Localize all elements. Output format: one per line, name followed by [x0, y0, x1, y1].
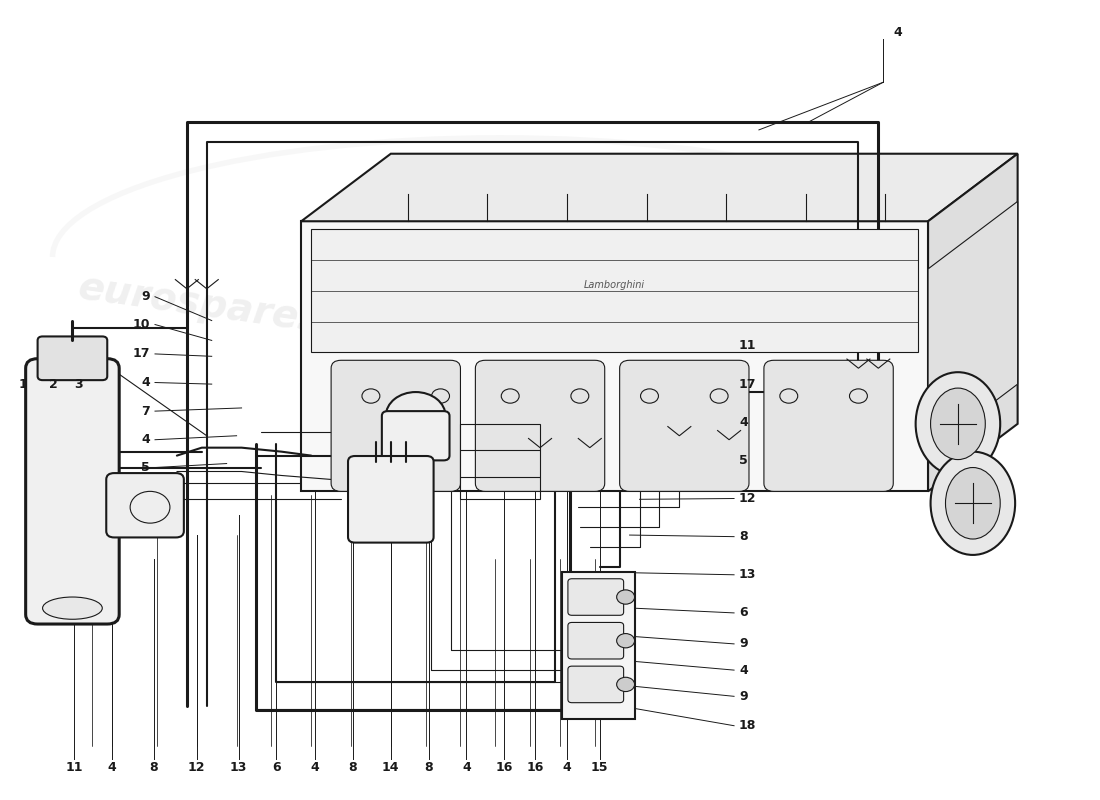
- Ellipse shape: [915, 372, 1000, 475]
- Text: 8: 8: [739, 530, 748, 543]
- Text: 10: 10: [132, 318, 150, 331]
- Text: 17: 17: [739, 378, 757, 390]
- Text: 4: 4: [739, 664, 748, 677]
- Polygon shape: [928, 154, 1018, 491]
- Text: 5: 5: [141, 461, 150, 474]
- Text: 8: 8: [349, 761, 358, 774]
- Text: 5: 5: [739, 454, 748, 467]
- FancyBboxPatch shape: [763, 360, 893, 491]
- Circle shape: [617, 678, 635, 691]
- Text: 9: 9: [142, 290, 150, 303]
- Circle shape: [617, 634, 635, 648]
- Polygon shape: [301, 154, 1018, 222]
- Text: 8: 8: [425, 761, 433, 774]
- Text: 12: 12: [739, 492, 757, 505]
- Text: 14: 14: [382, 761, 399, 774]
- Text: 13: 13: [739, 568, 757, 582]
- Text: 4: 4: [893, 26, 902, 39]
- Text: 16: 16: [527, 761, 543, 774]
- Text: Lamborghini: Lamborghini: [584, 280, 646, 290]
- FancyBboxPatch shape: [475, 360, 605, 491]
- FancyBboxPatch shape: [619, 360, 749, 491]
- FancyBboxPatch shape: [568, 622, 624, 659]
- Text: eurospares: eurospares: [76, 269, 324, 341]
- Circle shape: [617, 590, 635, 604]
- Text: 13: 13: [230, 761, 248, 774]
- Text: 11: 11: [66, 761, 84, 774]
- Polygon shape: [562, 572, 635, 719]
- FancyBboxPatch shape: [382, 411, 450, 460]
- FancyBboxPatch shape: [331, 360, 461, 491]
- Text: 4: 4: [739, 416, 748, 429]
- Text: 4: 4: [141, 376, 150, 389]
- Text: 6: 6: [272, 761, 280, 774]
- Ellipse shape: [946, 467, 1000, 539]
- Text: 4: 4: [108, 761, 117, 774]
- Text: 1: 1: [19, 378, 28, 390]
- Text: 17: 17: [132, 347, 150, 361]
- Circle shape: [386, 392, 446, 440]
- Ellipse shape: [43, 597, 102, 619]
- FancyBboxPatch shape: [37, 337, 107, 380]
- FancyBboxPatch shape: [568, 578, 624, 615]
- Text: 3: 3: [74, 378, 82, 390]
- Text: 2: 2: [48, 378, 57, 390]
- Text: 4: 4: [311, 761, 320, 774]
- Ellipse shape: [931, 452, 1015, 555]
- Text: 9: 9: [739, 638, 748, 650]
- Text: 4: 4: [141, 434, 150, 446]
- FancyBboxPatch shape: [568, 666, 624, 702]
- Text: 8: 8: [150, 761, 158, 774]
- FancyBboxPatch shape: [107, 473, 184, 538]
- Text: 7: 7: [141, 405, 150, 418]
- Text: 18: 18: [739, 719, 757, 732]
- Text: 15: 15: [591, 761, 608, 774]
- Text: eurospares: eurospares: [557, 388, 805, 460]
- FancyBboxPatch shape: [25, 358, 119, 624]
- FancyBboxPatch shape: [348, 456, 433, 542]
- Text: 9: 9: [739, 690, 748, 703]
- Polygon shape: [928, 202, 1018, 452]
- Text: 11: 11: [739, 339, 757, 353]
- Ellipse shape: [931, 388, 986, 459]
- Text: 4: 4: [562, 761, 571, 774]
- Text: 16: 16: [495, 761, 513, 774]
- Text: 4: 4: [462, 761, 471, 774]
- Polygon shape: [301, 222, 928, 491]
- Polygon shape: [311, 229, 918, 352]
- Text: 12: 12: [188, 761, 206, 774]
- Text: 6: 6: [739, 606, 748, 619]
